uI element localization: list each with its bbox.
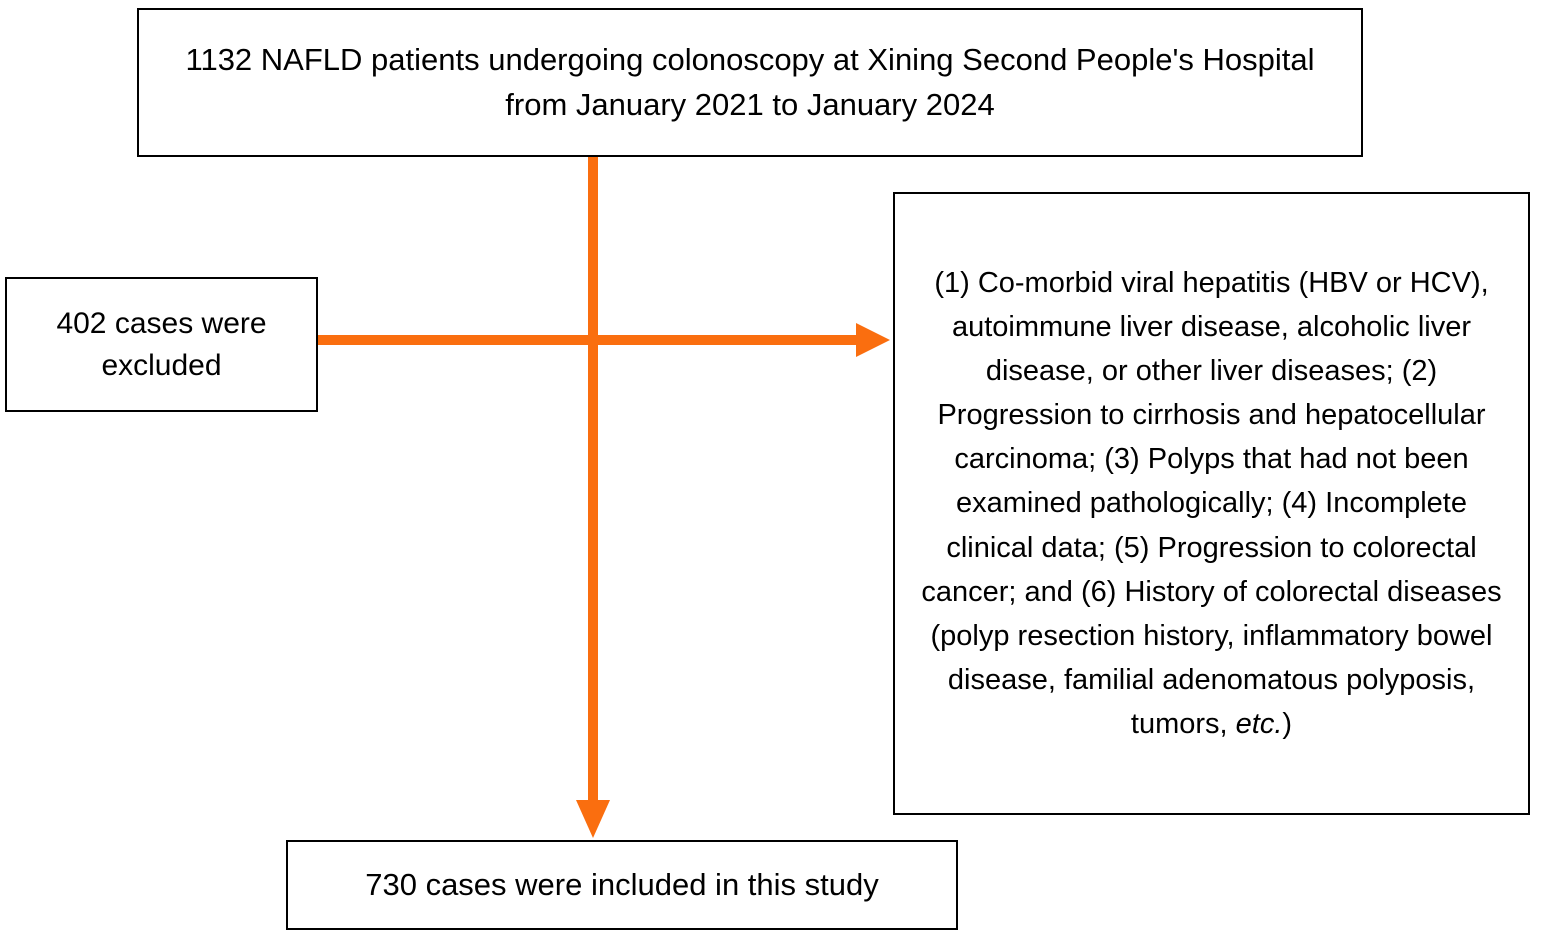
exclusion-arrow-right-head-icon (856, 323, 890, 357)
excluded-cases-text: 402 cases were excluded (56, 306, 267, 382)
exclusion-reasons-etc: etc. (1235, 707, 1283, 740)
exclusion-reasons-box: (1) Co-morbid viral hepatitis (HBV or HC… (893, 192, 1530, 815)
included-cases-text: 730 cases were included in this study (365, 866, 879, 902)
enrollment-box: 1132 NAFLD patients undergoing colonosco… (137, 8, 1363, 157)
flow-arrow-down-head-icon (576, 800, 610, 838)
exclusion-reasons-text-main: (1) Co-morbid viral hepatitis (HBV or HC… (921, 267, 1502, 740)
excluded-cases-box: 402 cases were excluded (5, 277, 318, 412)
flow-arrow-vertical-shaft (588, 157, 598, 802)
exclusion-reasons-text: (1) Co-morbid viral hepatitis (HBV or HC… (911, 261, 1512, 746)
exclusion-arrow-horizontal-shaft (318, 335, 858, 345)
exclusion-reasons-text-suffix: ) (1282, 707, 1293, 740)
included-cases-box: 730 cases were included in this study (286, 840, 958, 930)
enrollment-text: 1132 NAFLD patients undergoing colonosco… (185, 41, 1315, 122)
